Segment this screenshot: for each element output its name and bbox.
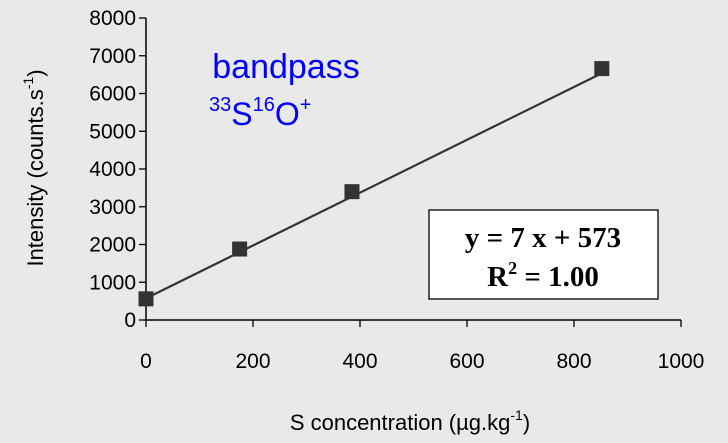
y-tick-label: 3000 bbox=[89, 196, 136, 219]
x-tick-label: 800 bbox=[556, 350, 591, 373]
x-tick-label: 200 bbox=[235, 350, 270, 373]
x-tick-label: 0 bbox=[140, 350, 152, 373]
isotope-mass-33: 33 bbox=[209, 94, 231, 116]
equation-box bbox=[428, 209, 659, 300]
y-tick-label: 1000 bbox=[89, 271, 136, 294]
y-tick-label: 0 bbox=[124, 309, 136, 332]
element-o: O bbox=[275, 96, 300, 132]
data-point bbox=[594, 61, 610, 77]
y-tick-label: 8000 bbox=[89, 7, 136, 30]
y-axis-label-text: Intensity (counts.s bbox=[23, 89, 48, 266]
r2-value: = 1.00 bbox=[517, 261, 599, 293]
isotope-mass-16: 16 bbox=[253, 94, 275, 116]
x-tick-label: 1000 bbox=[658, 350, 705, 373]
x-axis-label: S concentration (µg.kg-1) bbox=[290, 407, 530, 435]
y-ticks: 0 1000 2000 3000 4000 5000 6000 7000 8000 bbox=[89, 7, 146, 332]
x-tick-label: 400 bbox=[342, 350, 377, 373]
data-point bbox=[232, 241, 248, 257]
y-axis-label-sup: -1 bbox=[20, 77, 36, 90]
x-axis-label-sup: -1 bbox=[510, 407, 523, 423]
y-tick-label: 5000 bbox=[89, 120, 136, 143]
x-axis-label-text: S concentration (µg.kg bbox=[290, 410, 511, 435]
y-tick-label: 6000 bbox=[89, 83, 136, 106]
r-squared-line: R2 = 1.00 bbox=[487, 258, 599, 293]
y-axis-label-close: ) bbox=[23, 69, 48, 76]
y-axis-label: Intensity (counts.s-1) bbox=[20, 69, 48, 266]
data-points bbox=[138, 61, 610, 307]
annotation-bandpass: bandpass bbox=[212, 48, 359, 86]
element-s: S bbox=[231, 96, 252, 132]
y-tick-label: 4000 bbox=[89, 158, 136, 181]
fit-line bbox=[145, 72, 603, 300]
r2-prefix: R bbox=[487, 261, 509, 293]
data-point bbox=[344, 184, 360, 200]
equation-line: y = 7 x + 573 bbox=[465, 222, 621, 254]
r2-sup: 2 bbox=[508, 258, 517, 278]
fit-line-group bbox=[145, 72, 603, 300]
x-tick-label: 600 bbox=[449, 350, 484, 373]
y-tick-label: 2000 bbox=[89, 234, 136, 257]
data-point bbox=[138, 291, 154, 307]
annotation-ion: 33S16O+ bbox=[209, 94, 311, 132]
charge-plus: + bbox=[300, 94, 312, 116]
x-axis-label-close: ) bbox=[523, 410, 530, 435]
y-tick-label: 7000 bbox=[89, 45, 136, 68]
x-ticks: 0 200 400 600 800 1000 bbox=[140, 320, 704, 373]
